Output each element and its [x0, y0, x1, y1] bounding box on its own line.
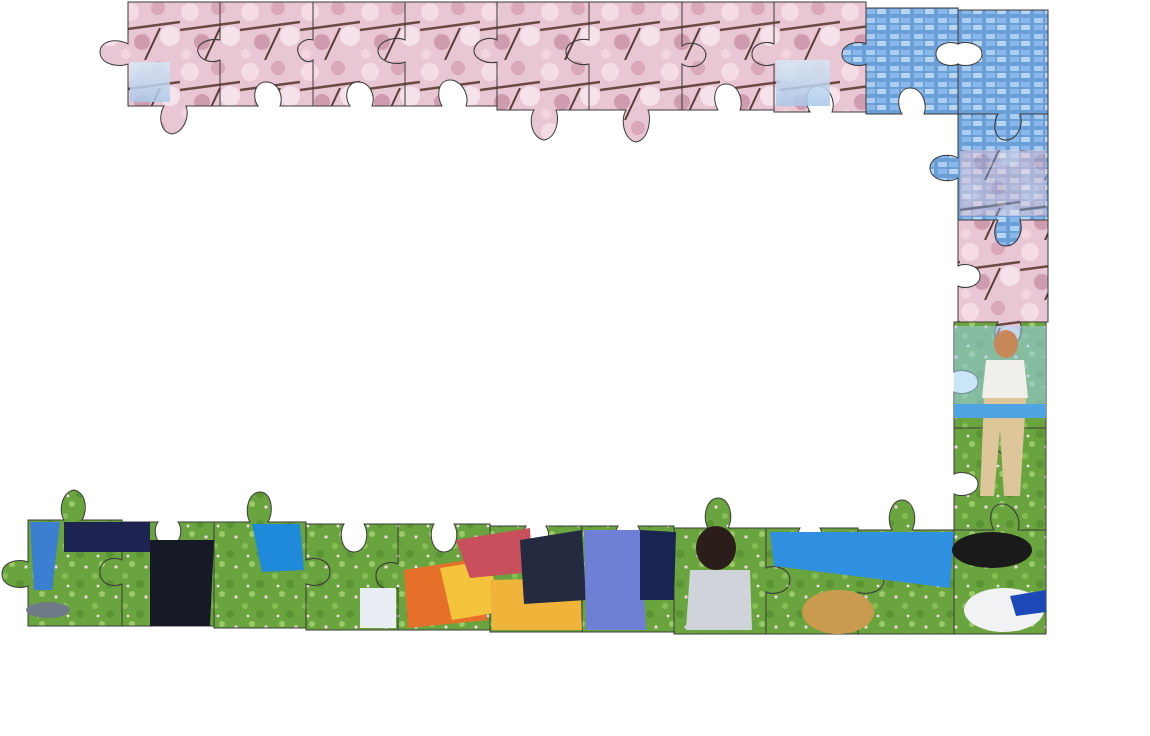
puzzle-piece-top-9[interactable] — [841, 7, 959, 115]
picnic-scene — [26, 522, 1046, 634]
sky-hints — [130, 60, 1046, 216]
person-standing — [954, 326, 1046, 496]
top-edge — [99, 1, 1049, 143]
